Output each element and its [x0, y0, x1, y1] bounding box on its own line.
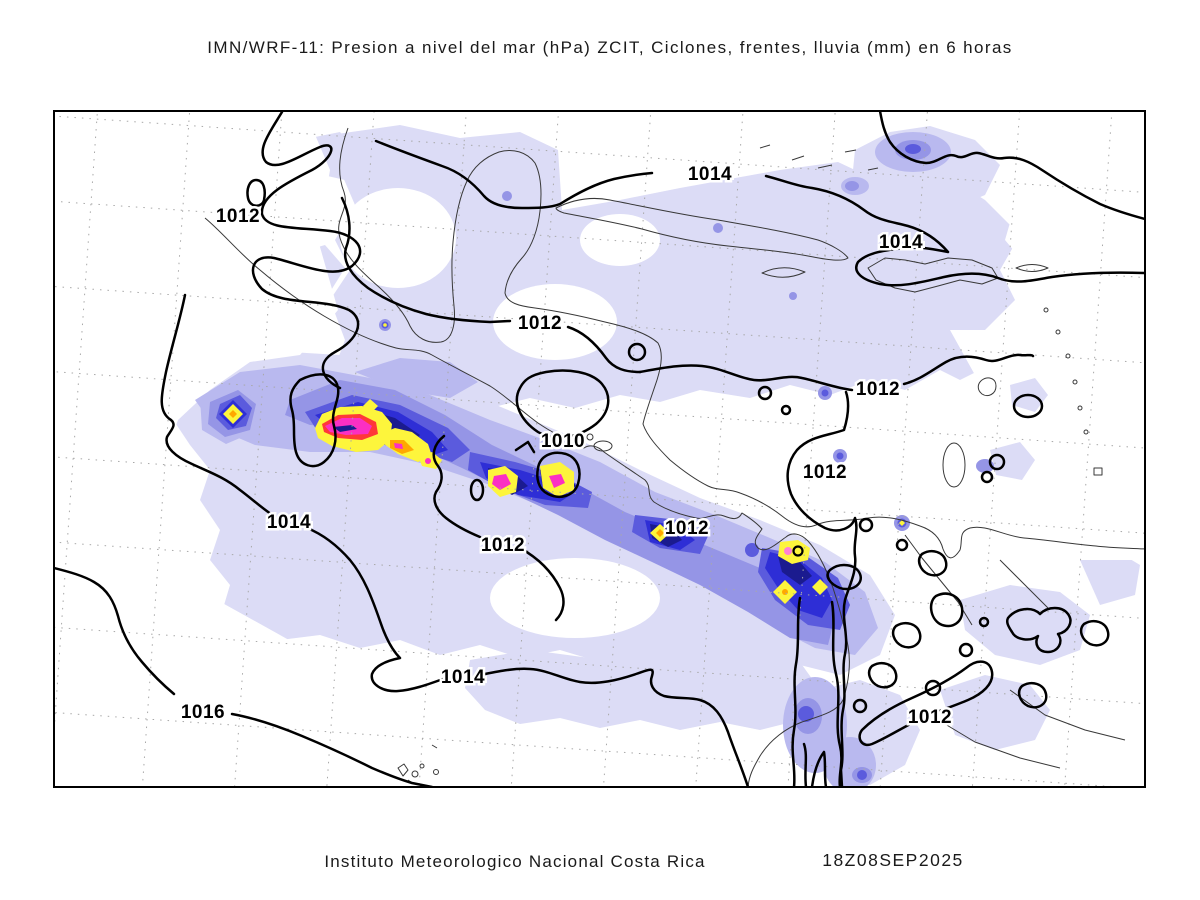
isobar-label: 1010 — [541, 431, 585, 452]
footer-valid-time: 18Z08SEP2025 — [822, 850, 964, 870]
isobar-label: 1014 — [267, 512, 311, 533]
isobar-label: 1012 — [216, 206, 260, 227]
footer-institute: Instituto Meteorologico Nacional Costa R… — [324, 852, 706, 871]
isobar-label: 1012 — [803, 462, 847, 483]
isobar-label: 1014 — [441, 667, 485, 688]
isobar-label: 1012 — [518, 313, 562, 334]
coastlines — [204, 127, 1144, 786]
isobar-label: 1012 — [856, 379, 900, 400]
map-frame — [53, 110, 1146, 788]
contour-labels: 1012 1014 1014 1012 1012 1012 1010 1014 1012 1012… — [178, 162, 954, 731]
map-title: IMN/WRF-11: Presion a nivel del mar (hPa… — [207, 38, 1013, 57]
isobar-label: 1014 — [688, 164, 732, 185]
isobar-label: 1012 — [481, 535, 525, 556]
isobar-label: 1012 — [908, 707, 952, 728]
isobar-label: 1014 — [879, 232, 923, 253]
isobar-label: 1012 — [665, 518, 709, 539]
graticule — [55, 112, 1144, 786]
isobar-label: 1016 — [181, 702, 225, 723]
pressure-contours — [55, 112, 1144, 786]
